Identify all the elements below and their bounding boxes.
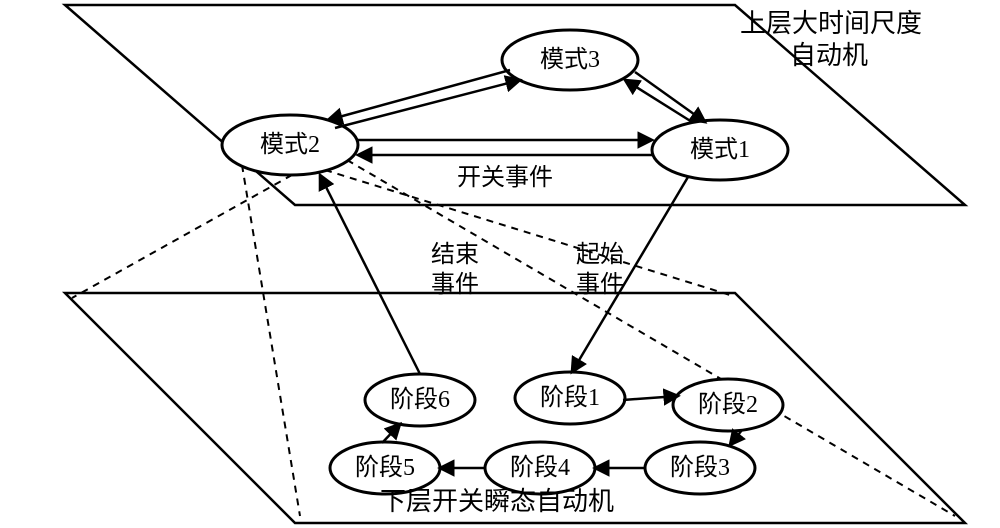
upper-plane-title-2: 自动机 <box>790 41 868 70</box>
start-event-arrow-label-2: 事件 <box>576 271 624 298</box>
mode2-node-label: 模式2 <box>260 131 320 158</box>
mode3-node-label: 模式3 <box>540 46 600 73</box>
s6-node-label: 阶段6 <box>390 386 450 413</box>
projection-dashed-line-0 <box>72 175 292 298</box>
bottom-edge-s5-s6 <box>382 424 400 443</box>
top-edge-mode2-mode3 <box>335 80 520 128</box>
start-event-arrow-label-1: 起始 <box>576 241 624 268</box>
top-edge-mode3-mode1 <box>635 72 705 122</box>
upper-plane-title-1: 上层大时间尺度 <box>740 9 922 38</box>
lower-plane-title: 下层开关瞬态自动机 <box>380 487 614 516</box>
mode1-node-label: 模式1 <box>690 136 750 163</box>
end-event-arrow-label-1: 结束 <box>431 241 479 268</box>
projection-dashed-line-3 <box>242 165 300 516</box>
s2-node-label: 阶段2 <box>698 391 758 418</box>
s3-node-label: 阶段3 <box>670 454 730 481</box>
s1-node-label: 阶段1 <box>540 384 600 411</box>
end-event-arrow-label-2: 事件 <box>431 271 479 298</box>
s4-node-label: 阶段4 <box>510 454 570 481</box>
bottom-edge-s1-s2 <box>623 396 678 400</box>
switch-event-label: 开关事件 <box>457 164 553 191</box>
top-edge-mode3-mode2 <box>328 70 510 120</box>
s5-node-label: 阶段5 <box>355 454 415 481</box>
top-edge-mode1-mode3 <box>625 80 692 122</box>
